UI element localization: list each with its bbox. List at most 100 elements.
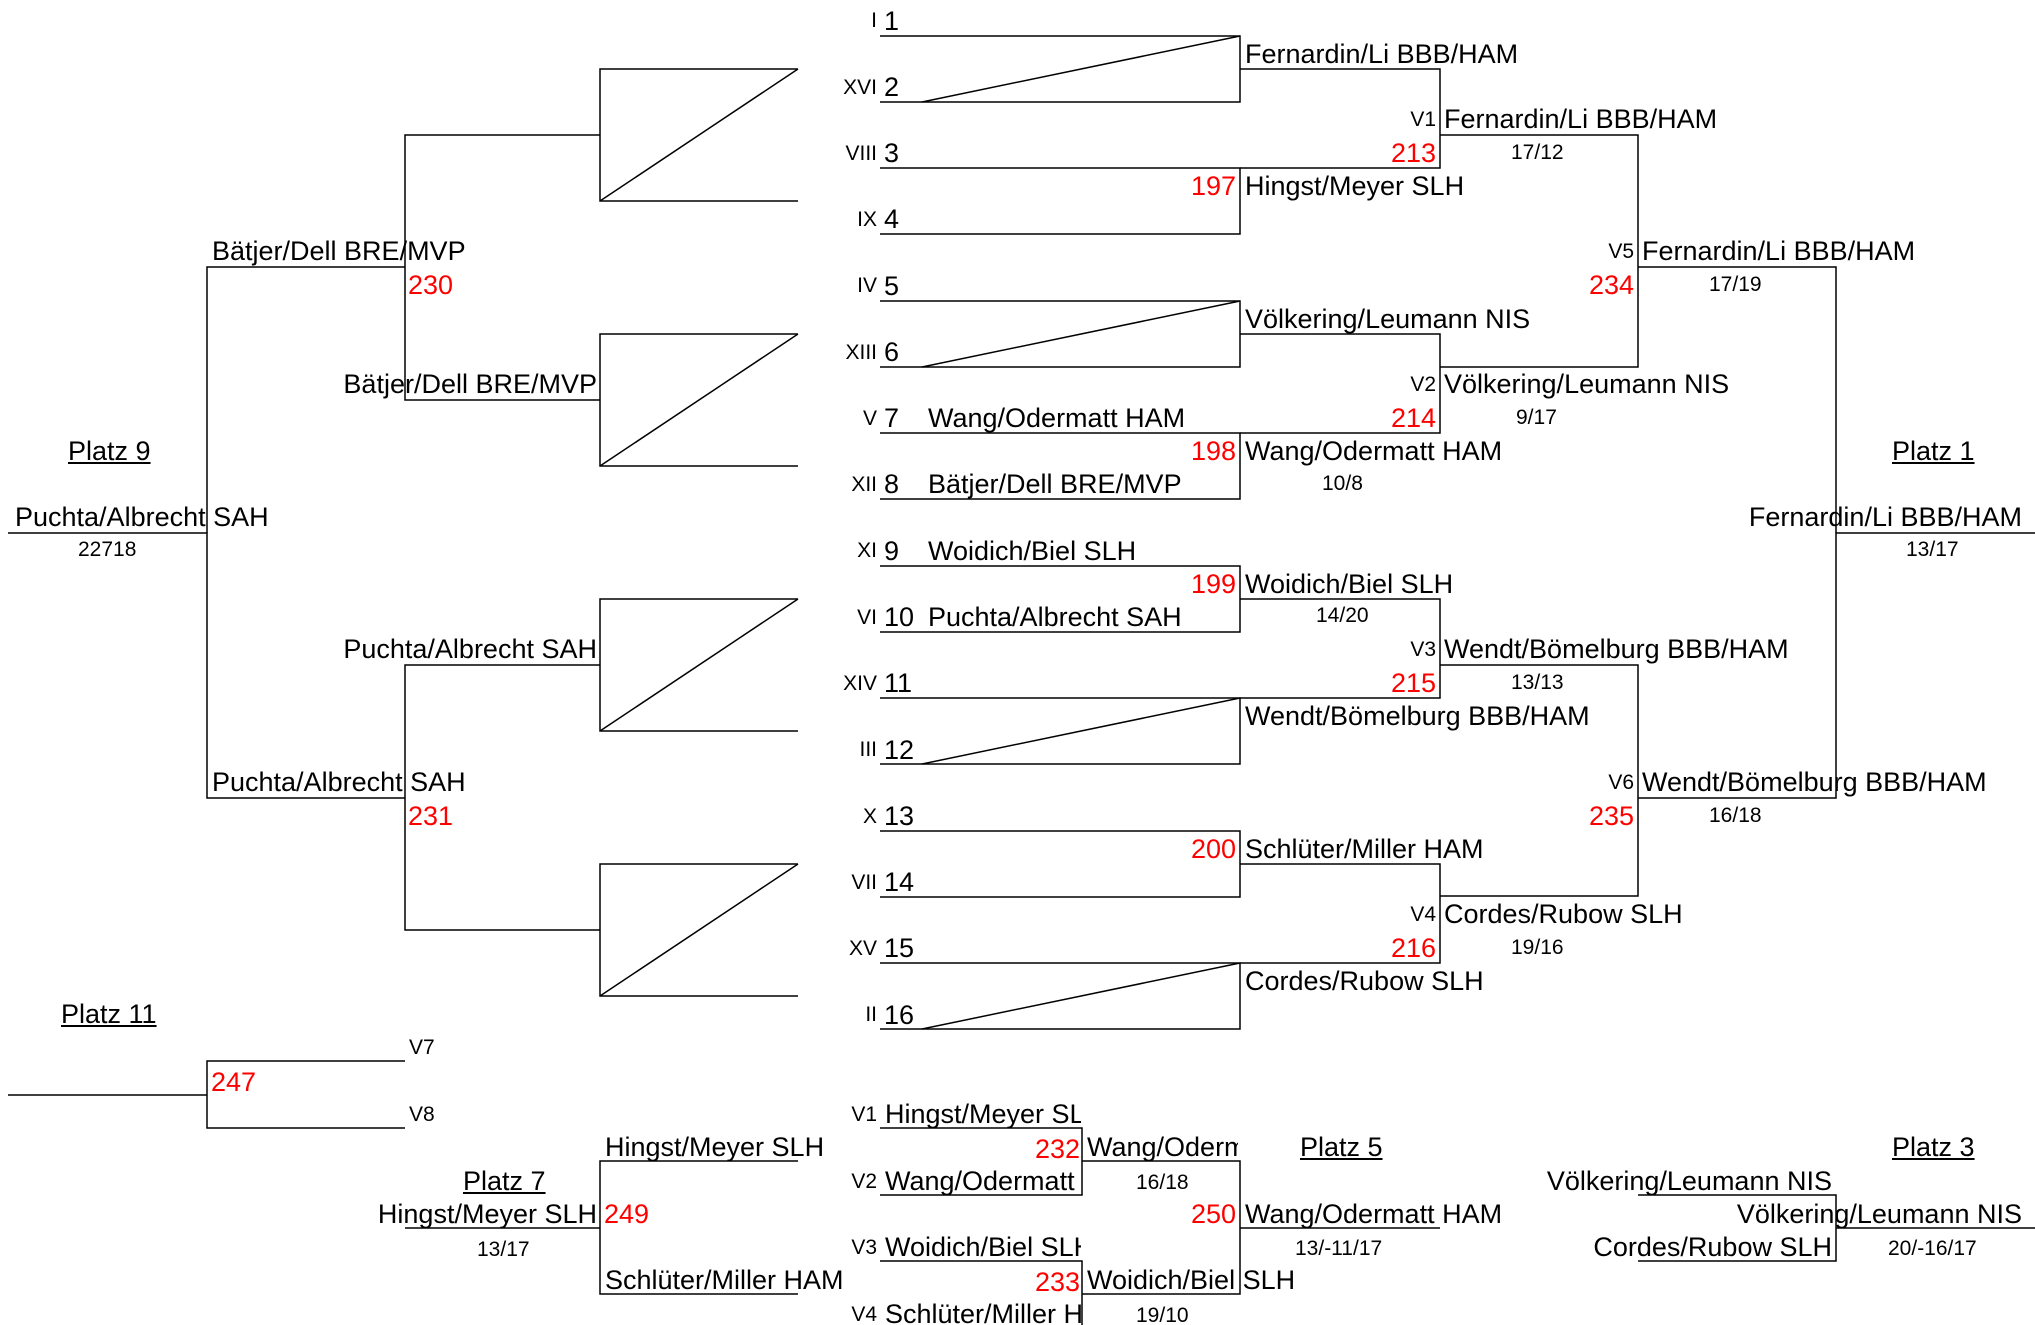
round1-result-5: Woidich/Biel SLH [1245,569,1454,599]
consolation-b1: Bätjer/Dell BRE/MVP [343,369,597,399]
score-v6: 16/18 [1709,804,1762,827]
platz3-winner: Völkering/Leumann NIS [1736,1199,2022,1229]
round1-result-3: Völkering/Leumann NIS [1245,304,1531,334]
round1-result-8: Cordes/Rubow SLH [1245,966,1484,996]
score-final: 13/17 [1906,538,1959,561]
entry-seed-8: Bätjer/Dell BRE/MVP [928,469,1182,499]
platz5-winner: Wang/Odermatt HAM [1245,1199,1503,1229]
platz7-top: Hingst/Meyer SLH [605,1132,825,1162]
quarterfinal-v2: Völkering/Leumann NIS [1444,369,1730,399]
platz5-header: Platz 5 [1300,1132,1383,1162]
match-number-230: 230 [408,270,454,300]
platz5-v2-team: Wang/Odermatt HAM [885,1168,1078,1195]
score-v5: 17/19 [1709,273,1762,296]
platz7-winner: Hingst/Meyer SLH [377,1199,597,1229]
seed-number-16: 16 [884,1000,915,1030]
seed-roman-15: XV [848,937,877,960]
final-winner: Fernardin/Li BBB/HAM [1748,502,2022,532]
seed-number-10: 10 [884,602,915,632]
code-v8: V8 [409,1103,435,1126]
seed-roman-14: VII [851,871,877,894]
seed-number-1: 1 [884,6,900,36]
score-198: 10/8 [1322,472,1363,495]
platz5-m232-winner: Wang/Odermatt HAM [1087,1134,1238,1161]
platz7-header: Platz 7 [463,1166,546,1196]
seed-number-11: 11 [884,668,913,698]
match-number-250: 250 [1190,1199,1236,1229]
round1-result-4: Wang/Odermatt HAM [1245,436,1503,466]
round1-result-2: Hingst/Meyer SLH [1245,171,1465,201]
match-number-213: 213 [1390,138,1436,168]
score-199: 14/20 [1316,604,1369,627]
seed-number-9: 9 [884,536,900,566]
seed-number-5: 5 [884,271,900,301]
seed-roman-13: X [862,805,877,828]
platz11-header: Platz 11 [61,999,157,1029]
seed-roman-2: XVI [843,76,877,99]
seed-number-14: 14 [884,867,915,897]
match-number-200: 200 [1190,834,1236,864]
match-number-198: 198 [1190,436,1236,466]
entry-seed-7: Wang/Odermatt HAM [928,403,1186,433]
seed-number-2: 2 [884,72,900,102]
platz3-header: Platz 3 [1892,1132,1975,1162]
round1-result-6: Wendt/Bömelburg BBB/HAM [1245,701,1590,731]
platz5-m233-winner: Woidich/Biel SLH [1087,1265,1296,1295]
score-v2: 9/17 [1516,406,1557,429]
platz5-code-v1: V1 [851,1103,877,1126]
semifinal-v6: Wendt/Bömelburg BBB/HAM [1642,767,1987,797]
seed-number-13: 13 [884,801,915,831]
quarterfinal-v3: Wendt/Bömelburg BBB/HAM [1444,634,1789,664]
code-v7: V7 [409,1036,435,1059]
seed-roman-5: IV [857,274,877,297]
score-platz7: 13/17 [477,1238,530,1261]
seed-roman-7: V [862,407,877,430]
seed-roman-3: VIII [845,142,877,165]
seed-number-4: 4 [884,204,900,234]
platz9-header: Platz 9 [68,436,151,466]
match-number-215: 215 [1390,668,1436,698]
platz3-bottom: Cordes/Rubow SLH [1593,1232,1832,1262]
seed-roman-10: VI [857,606,877,629]
code-v5: V5 [1608,240,1634,263]
match-number-216: 216 [1390,933,1436,963]
seed-roman-9: XI [857,539,877,562]
seed-roman-8: XII [851,473,877,496]
platz1-header: Platz 1 [1892,436,1975,466]
score-233: 19/10 [1136,1304,1189,1325]
match-number-231: 231 [408,801,454,831]
seed-number-8: 8 [884,469,900,499]
seed-roman-11: XIV [843,672,877,695]
seed-number-7: 7 [884,403,900,433]
consolation-a1: Bätjer/Dell BRE/MVP [212,236,466,266]
entry-seed-10: Puchta/Albrecht SAH [928,602,1182,632]
seed-roman-12: III [859,738,877,761]
match-number-199: 199 [1190,569,1236,599]
round1-result-1: Fernardin/Li BBB/HAM [1245,39,1519,69]
seed-roman-1: I [871,9,877,32]
score-v4: 19/16 [1511,936,1564,959]
match-number-247: 247 [211,1067,257,1097]
seed-number-12: 12 [884,735,915,765]
score-v1: 17/12 [1511,141,1564,164]
consolation-b2: Puchta/Albrecht SAH [343,634,597,664]
seed-roman-4: IX [857,208,877,231]
code-v6: V6 [1608,771,1634,794]
quarterfinal-v4: Cordes/Rubow SLH [1444,899,1683,929]
consolation-a3: Puchta/Albrecht SAH [212,767,466,797]
quarterfinal-v1: Fernardin/Li BBB/HAM [1444,104,1718,134]
platz5-v3-team: Woidich/Biel SLH [885,1234,1081,1261]
entry-seed-9: Woidich/Biel SLH [928,536,1137,566]
platz5-code-v4: V4 [851,1303,877,1325]
platz5-v4-team: Schlüter/Miller HAM [885,1301,1081,1325]
code-v3: V3 [1410,638,1436,661]
seed-number-3: 3 [884,138,900,168]
match-number-233: 233 [1034,1267,1080,1297]
seed-roman-16: II [865,1003,877,1026]
code-v4: V4 [1410,903,1436,926]
platz5-code-v2: V2 [851,1170,877,1193]
score-platz3: 20/-16/17 [1888,1237,1977,1260]
match-number-232: 232 [1034,1134,1080,1164]
platz5-code-v3: V3 [851,1236,877,1259]
